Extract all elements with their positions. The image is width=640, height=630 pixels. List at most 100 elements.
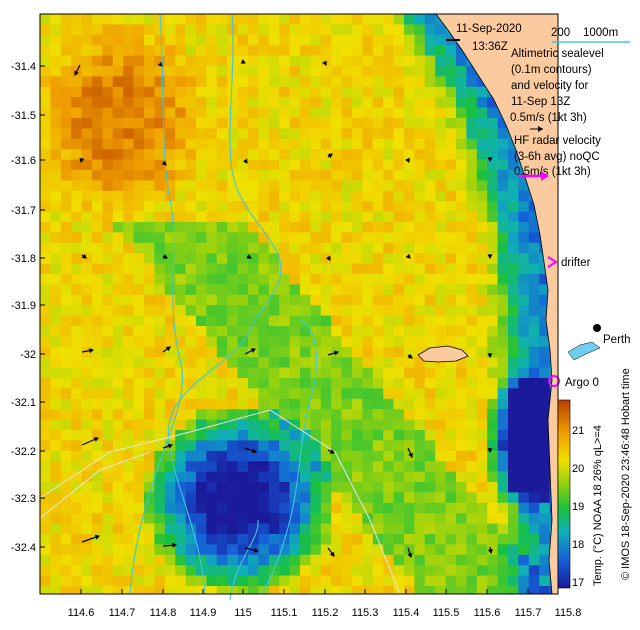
radar-legend-line: HF radar velocity bbox=[514, 135, 601, 147]
lat-tick-label: -32.4 bbox=[11, 542, 36, 554]
velocity-arrowhead bbox=[240, 59, 246, 64]
lat-tick-label: -32 bbox=[20, 349, 36, 361]
lat-tick-label: -31.7 bbox=[11, 205, 36, 217]
lon-tick-label: 115.2 bbox=[312, 607, 339, 619]
depth-contours bbox=[39, 409, 401, 595]
colorbar-gradient bbox=[557, 399, 571, 589]
lat-tick-label: -31.9 bbox=[11, 300, 36, 312]
altimetry-legend-line: Altimetric sealevel bbox=[511, 48, 604, 60]
credit-text: © IMOS 18-Sep-2020 23:46:48 Hobart time bbox=[620, 368, 632, 580]
lat-tick-label: -32.3 bbox=[11, 493, 36, 505]
argo-marker bbox=[548, 375, 560, 387]
altimetry-legend-line: (0.1m contours) bbox=[511, 64, 592, 76]
velocity-arrowhead bbox=[487, 549, 493, 555]
land-mass bbox=[435, 13, 559, 595]
velocity-arrowhead bbox=[93, 437, 99, 442]
velocity-arrowhead bbox=[81, 253, 87, 259]
altimetry-velocity-arrows bbox=[74, 59, 493, 558]
argo-label: Argo 0 bbox=[565, 377, 599, 389]
velocity-arrowhead bbox=[487, 254, 493, 260]
colorbar-title: Temp. (°C) NOAA 18 26% qL>=4 bbox=[592, 425, 604, 586]
velocity-arrowhead bbox=[167, 443, 173, 449]
altimetry-scale-arrowhead bbox=[538, 126, 543, 132]
velocity-arrowhead bbox=[246, 254, 252, 259]
velocity-arrowhead bbox=[161, 160, 167, 166]
velocity-arrowhead bbox=[487, 157, 493, 163]
lon-tick-label: 115.6 bbox=[474, 607, 501, 619]
altimetry-legend-line: 0.5m/s (1kt 3h) bbox=[510, 112, 587, 124]
lat-tick-label: -31.6 bbox=[11, 155, 36, 167]
colorbar-tick-label: 17 bbox=[572, 577, 584, 589]
radar-legend: HF radar velocity (3-6h avg) noQC 0.5m/s… bbox=[514, 135, 601, 181]
colorbar-tick-label: 20 bbox=[572, 463, 584, 475]
colorbar-tick-label: 18 bbox=[572, 539, 584, 551]
perth-marker bbox=[593, 324, 601, 332]
altimetry-legend: Altimetric sealevel (0.1m contours) and … bbox=[510, 48, 604, 132]
velocity-arrowhead bbox=[405, 253, 411, 259]
axis-ticks bbox=[40, 65, 529, 594]
lat-tick-label: -31.8 bbox=[11, 253, 36, 265]
velocity-arrowhead bbox=[89, 348, 95, 354]
velocity-arrowhead bbox=[322, 60, 327, 66]
lon-tick-label: 114.7 bbox=[109, 607, 136, 619]
lon-tick-label: 114.6 bbox=[68, 607, 95, 619]
lon-tick-label: 115.4 bbox=[393, 607, 420, 619]
altimetry-legend-line: 11-Sep 13Z bbox=[511, 96, 570, 108]
lat-tick-label: -31.5 bbox=[11, 110, 36, 122]
velocity-arrowhead bbox=[325, 255, 331, 261]
velocity-arrowhead bbox=[329, 449, 335, 454]
depth-contour-label: 1000m bbox=[583, 27, 618, 39]
lat-axis: -31.4 -31.5 -31.6 -31.7 -31.8 -31.9 -32 … bbox=[11, 61, 36, 554]
colorbar: 21 20 19 18 17 Temp. (°C) NOAA 18 26% qL… bbox=[557, 399, 604, 589]
velocity-arrowhead bbox=[242, 158, 248, 164]
plot-frame bbox=[39, 13, 559, 595]
swan-river bbox=[567, 341, 601, 361]
sst-raster bbox=[40, 14, 558, 594]
velocity-arrowhead bbox=[250, 348, 256, 353]
lon-tick-label: 115.7 bbox=[515, 607, 542, 619]
velocity-arrowhead bbox=[405, 157, 410, 163]
velocity-arrowhead bbox=[329, 551, 335, 557]
velocity-arrowhead bbox=[408, 452, 413, 458]
lon-axis: 114.6 114.7 114.8 114.9 115 115.1 115.2 … bbox=[68, 607, 582, 619]
radar-scale-arrowhead bbox=[541, 171, 549, 181]
lon-tick-label: 115.1 bbox=[271, 607, 298, 619]
velocity-arrowhead bbox=[333, 350, 339, 356]
lon-tick-label: 115 bbox=[234, 607, 252, 619]
lat-tick-label: -31.4 bbox=[11, 61, 36, 73]
lon-tick-label: 115.3 bbox=[352, 607, 379, 619]
drifter-icon bbox=[547, 256, 558, 268]
lat-tick-label: -32.2 bbox=[11, 446, 36, 458]
velocity-arrowhead bbox=[407, 353, 413, 359]
velocity-arrowhead bbox=[79, 157, 85, 164]
drifter-legend: drifter bbox=[547, 256, 591, 269]
velocity-arrowhead bbox=[165, 346, 171, 352]
velocity-arrowhead bbox=[253, 547, 260, 553]
velocity-arrowhead bbox=[251, 448, 257, 454]
date-label: 11-Sep-2020 bbox=[456, 23, 522, 35]
velocity-arrowhead bbox=[172, 542, 178, 548]
lon-tick-label: 115.5 bbox=[433, 607, 460, 619]
sealevel-contours bbox=[129, 13, 318, 601]
velocity-arrowhead bbox=[487, 353, 493, 359]
velocity-arrowhead bbox=[327, 153, 333, 159]
colorbar-tick-label: 19 bbox=[572, 501, 584, 513]
lon-tick-label: 114.8 bbox=[150, 607, 177, 619]
velocity-arrowhead bbox=[487, 448, 493, 454]
velocity-arrowhead bbox=[157, 61, 163, 67]
lat-tick-label: -32.1 bbox=[11, 397, 36, 409]
velocity-arrowhead bbox=[162, 254, 168, 259]
lon-tick-label: 114.9 bbox=[190, 607, 217, 619]
lon-tick-label: 115.8 bbox=[555, 607, 582, 619]
rottnest-island bbox=[417, 345, 469, 363]
perth-label: Perth bbox=[603, 334, 631, 346]
depth-contour-label: 200 bbox=[551, 27, 570, 39]
velocity-arrowhead bbox=[407, 552, 413, 558]
radar-legend-line: (3-6h avg) noQC bbox=[514, 151, 600, 163]
colorbar-tick-label: 21 bbox=[572, 425, 584, 437]
velocity-arrowhead bbox=[74, 70, 79, 76]
altimetry-legend-line: and velocity for bbox=[511, 80, 589, 92]
velocity-arrowhead bbox=[94, 534, 100, 540]
time-label: 13:36Z bbox=[472, 41, 508, 53]
